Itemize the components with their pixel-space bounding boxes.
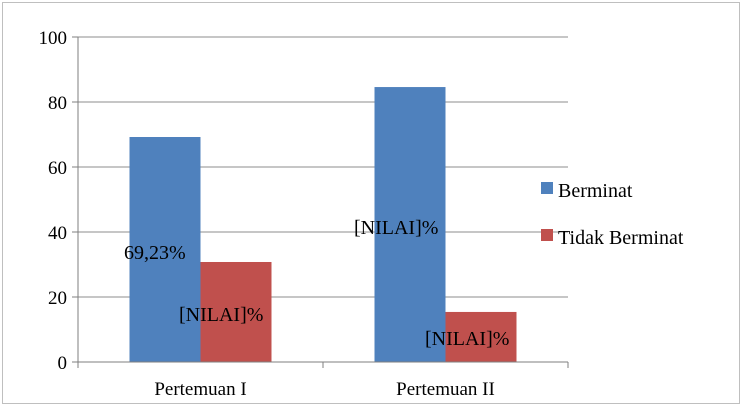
bars: [129, 87, 517, 363]
legend-label: Berminat: [558, 180, 633, 202]
x-tick-label: Pertemuan I: [154, 379, 246, 400]
data-label: [NILAI]%: [354, 217, 438, 239]
y-tick-label: 0: [58, 353, 68, 374]
bar-tidak-berminat: [200, 261, 272, 362]
y-tick-label: 40: [48, 223, 67, 244]
y-tick-label: 100: [39, 28, 68, 49]
y-tick-label: 60: [48, 158, 67, 179]
x-axis: Pertemuan I Pertemuan II: [77, 361, 569, 400]
legend-label: Tidak Berminat: [558, 227, 684, 249]
data-label: [NILAI]%: [425, 328, 509, 350]
bar-berminat: [374, 87, 446, 363]
y-tick-label: 80: [48, 93, 67, 114]
bar-tidak-berminat: [445, 311, 517, 362]
legend-swatch: [541, 229, 553, 241]
data-labels: 69,23% [NILAI]% [NILAI]% [NILAI]%: [124, 217, 509, 350]
data-label: 69,23%: [124, 242, 186, 264]
y-tick-label: 20: [48, 288, 67, 309]
data-label: [NILAI]%: [179, 304, 263, 326]
legend: Berminat Tidak Berminat: [541, 180, 684, 249]
y-axis: 0 20 40 60 80 100: [39, 28, 79, 374]
bar-berminat: [129, 137, 201, 362]
x-tick-label: Pertemuan II: [396, 379, 495, 400]
legend-swatch: [541, 182, 553, 194]
